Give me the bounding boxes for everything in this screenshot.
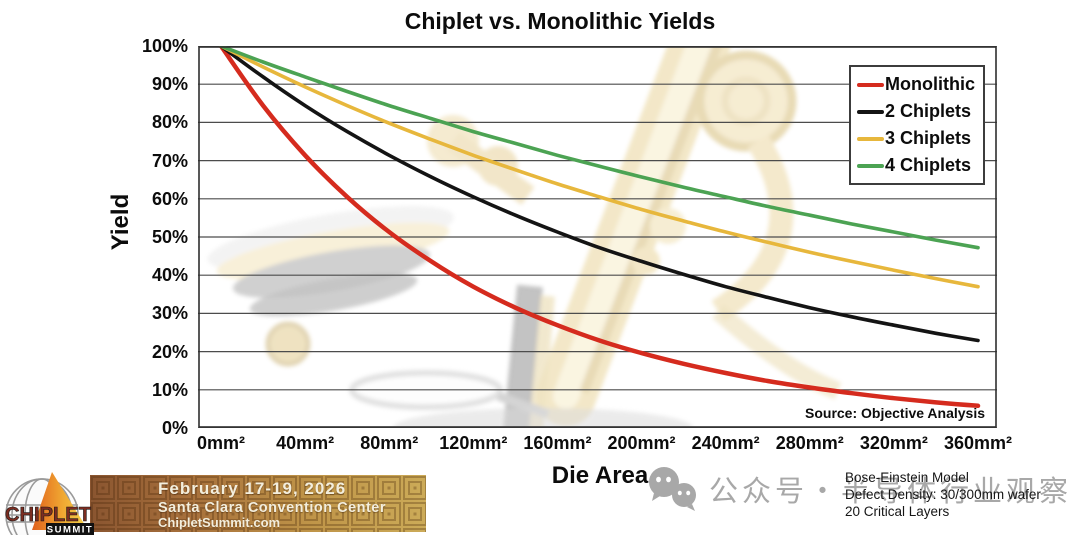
series-curves: [218, 46, 981, 409]
y-tick-label: 0%: [161, 418, 188, 438]
x-tick-label: 160mm²: [523, 433, 592, 453]
watermark-text: 公众号・半导体行业观察: [709, 476, 1073, 508]
legend-swatch: [857, 109, 884, 114]
x-axis-title: Die Area: [551, 462, 649, 489]
x-tick-label: 120mm²: [439, 433, 508, 453]
event-date: February 17-19, 2026: [158, 479, 347, 498]
x-tick-label: 240mm²: [691, 433, 760, 453]
series-curve-2-chiplets: [219, 46, 980, 343]
model-note-line: Defect Density: 30/300mm wafer: [845, 487, 1041, 502]
logo-subtitle: SUMMIT: [47, 525, 93, 535]
y-axis-title: Yield: [107, 193, 134, 251]
series-curve-3-chiplets: [219, 46, 980, 289]
legend-swatch: [857, 82, 884, 87]
wechat-watermark: 公众号・半导体行业观察: [645, 466, 1072, 512]
legend-label: 4 Chiplets: [885, 155, 972, 175]
y-tick-label: 50%: [151, 227, 188, 247]
series-curve-monolithic: [218, 46, 981, 409]
wechat-icon: [649, 467, 696, 511]
yield-chart: [198, 46, 997, 428]
legend-item: 4 Chiplets: [857, 152, 975, 179]
maze-pattern: [90, 475, 426, 532]
x-tick-label: 200mm²: [607, 433, 676, 453]
chart-legend: Monolithic 2 Chiplets 3 Chiplets 4 Chiplets: [849, 65, 985, 185]
x-tick-label: 360mm²: [943, 433, 1013, 453]
model-note-line: Bose-Einstein Model: [845, 470, 969, 485]
legend-item: Monolithic: [857, 71, 975, 98]
y-tick-label: 60%: [151, 188, 188, 209]
event-banner: February 17-19, 2026 Santa Clara Convent…: [90, 475, 426, 532]
y-tick-label: 80%: [151, 112, 188, 133]
model-note-line: 20 Critical Layers: [845, 504, 950, 519]
y-tick-label: 70%: [151, 150, 188, 171]
event-venue: Santa Clara Convention Center: [158, 500, 387, 516]
legend-label: 3 Chiplets: [885, 128, 972, 148]
y-tick-label: 90%: [151, 74, 188, 95]
legend-label: 2 Chiplets: [885, 101, 972, 121]
y-tick-label: 10%: [151, 379, 188, 400]
x-tick-label: 320mm²: [859, 433, 928, 453]
x-tick-label: 0mm²: [196, 433, 245, 453]
event-website: ChipletSummit.com: [158, 515, 281, 530]
flame-triangle: [32, 472, 88, 530]
chiplet-summit-logo: CHIPLET SUMMIT: [5, 472, 94, 535]
page-title: Chiplet vs. Monolithic Yields: [404, 8, 716, 34]
y-tick-label: 30%: [151, 303, 188, 324]
legend-item: 2 Chiplets: [857, 98, 975, 125]
source-note: Source: Objective Analysis: [805, 405, 985, 421]
x-tick-label: 40mm²: [276, 433, 335, 453]
legend-label: Monolithic: [885, 74, 975, 94]
legend-item: 3 Chiplets: [857, 125, 975, 152]
x-tick-label: 80mm²: [360, 433, 419, 453]
legend-swatch: [857, 136, 884, 141]
x-tick-label: 280mm²: [775, 433, 844, 453]
series-curve-4-chiplets: [219, 46, 980, 250]
plot-border: [198, 46, 997, 428]
y-tick-label: 40%: [151, 265, 188, 286]
y-tick-label: 20%: [151, 341, 188, 362]
logo-wordmark: CHIPLET: [5, 504, 91, 526]
model-note: Bose-Einstein Model Defect Density: 30/3…: [845, 469, 1041, 520]
y-tick-label: 100%: [141, 36, 188, 56]
legend-swatch: [857, 163, 884, 168]
